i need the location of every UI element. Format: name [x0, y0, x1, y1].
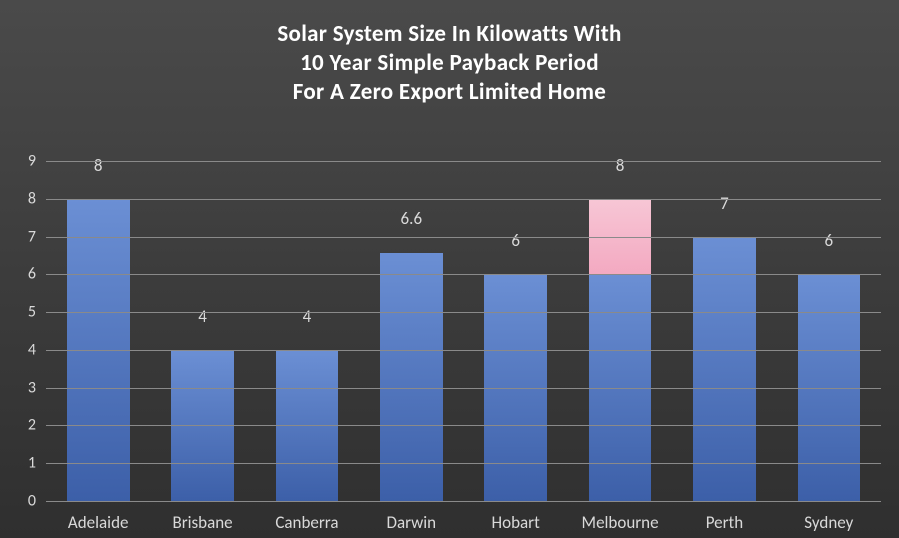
bar-value-label: 4 [171, 306, 234, 327]
x-tick-label: Melbourne [568, 512, 672, 533]
grid-line: 2 [46, 425, 881, 426]
bar-value-label-wrap: 7 [693, 215, 756, 236]
bar-value-label-wrap: 4 [171, 328, 234, 349]
y-tick-label: 0 [28, 492, 36, 511]
bar-segment [798, 275, 861, 502]
bar-value-label-wrap: 6.6 [380, 230, 443, 251]
grid-line: 6 [46, 274, 881, 275]
solar-payback-chart: Solar System Size In Kilowatts With10 Ye… [0, 0, 899, 538]
y-tick-label: 2 [28, 416, 36, 435]
grid-line: 8 [46, 199, 881, 200]
bar-slot: 8 [67, 162, 130, 502]
y-tick-label: 7 [28, 227, 36, 246]
grid-line: 4 [46, 350, 881, 351]
x-tick-label: Sydney [777, 512, 881, 533]
grid-line: 7 [46, 237, 881, 238]
bar-value-label: 6 [798, 230, 861, 251]
bar-value-label: 8 [67, 155, 130, 176]
bar-slot: 6 [484, 162, 547, 502]
grid-line: 9 [46, 161, 881, 162]
grid-line: 3 [46, 388, 881, 389]
bar-value-label-wrap: 6 [484, 252, 547, 273]
x-tick-label: Canberra [255, 512, 359, 533]
grid-line: 0 [46, 501, 881, 502]
bar-value-label-wrap: 6 [798, 252, 861, 273]
bar-slot: 8 [589, 162, 652, 502]
y-tick-label: 5 [28, 303, 36, 322]
x-tick-label: Hobart [464, 512, 568, 533]
y-tick-label: 4 [28, 340, 36, 359]
chart-title-line: For A Zero Export Limited Home [0, 78, 899, 107]
chart-title-line: Solar System Size In Kilowatts With [0, 20, 899, 49]
bar-value-label: 6.6 [380, 208, 443, 229]
bar-slot: 7 [693, 162, 756, 502]
bar-slot: 4 [171, 162, 234, 502]
bars-container: 8446.66876 [46, 162, 881, 502]
y-tick-label: 9 [28, 152, 36, 171]
y-tick-label: 1 [28, 454, 36, 473]
bar-segment [589, 200, 652, 276]
grid-line: 5 [46, 312, 881, 313]
x-tick-label: Darwin [359, 512, 463, 533]
bar-value-label-wrap: 8 [589, 177, 652, 198]
bar-slot: 4 [276, 162, 339, 502]
grid-line: 1 [46, 463, 881, 464]
x-tick-label: Brisbane [150, 512, 254, 533]
chart-title: Solar System Size In Kilowatts With10 Ye… [0, 0, 899, 106]
bar-value-label: 4 [276, 306, 339, 327]
bar-segment [67, 200, 130, 502]
bar-segment [484, 275, 547, 502]
bar-slot: 6 [798, 162, 861, 502]
chart-title-line: 10 Year Simple Payback Period [0, 49, 899, 78]
x-tick-label: Adelaide [46, 512, 150, 533]
bar-value-label: 6 [484, 230, 547, 251]
plot-area: 8446.66876 0123456789 [46, 162, 881, 502]
bar-segment [380, 253, 443, 502]
y-tick-label: 6 [28, 265, 36, 284]
bar-segment [589, 275, 652, 502]
y-tick-label: 8 [28, 189, 36, 208]
bar-value-label: 8 [589, 155, 652, 176]
bar-value-label: 7 [693, 193, 756, 214]
x-axis-labels: AdelaideBrisbaneCanberraDarwinHobartMelb… [46, 506, 881, 538]
bar-value-label-wrap: 8 [67, 177, 130, 198]
x-tick-label: Perth [672, 512, 776, 533]
bar-value-label-wrap: 4 [276, 328, 339, 349]
bar-slot: 6.6 [380, 162, 443, 502]
y-tick-label: 3 [28, 378, 36, 397]
